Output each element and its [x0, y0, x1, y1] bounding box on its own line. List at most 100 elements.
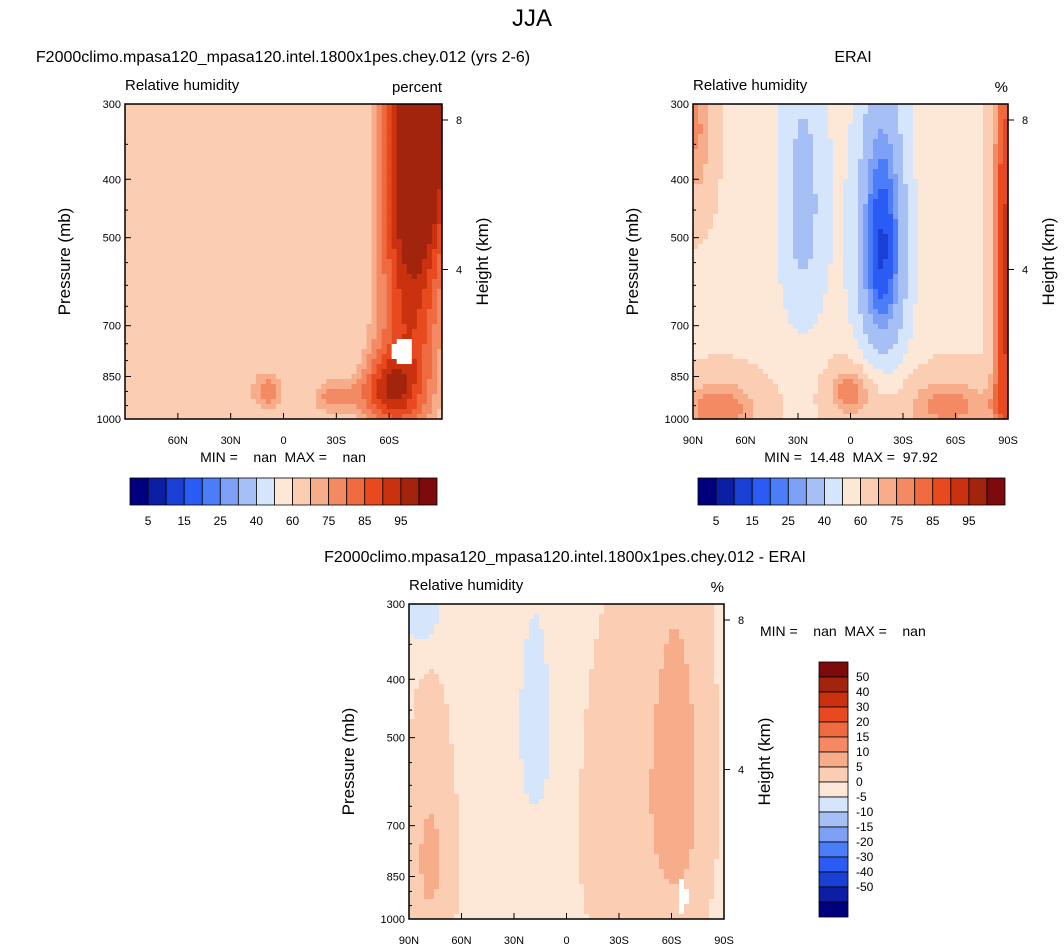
field-cell — [250, 264, 257, 270]
field-cell — [396, 184, 403, 190]
field-cell — [361, 264, 368, 270]
field-cell — [698, 349, 704, 355]
field-cell — [265, 249, 272, 255]
field-cell — [396, 114, 403, 120]
field-cell — [366, 404, 373, 410]
field-cell — [336, 174, 342, 180]
field-cell — [185, 299, 192, 305]
field-cell — [135, 129, 141, 135]
field-cell — [155, 319, 161, 325]
field-cell — [728, 234, 734, 240]
field-cell — [296, 414, 302, 420]
field-cell — [195, 219, 202, 225]
field-cell — [125, 189, 131, 195]
field-cell — [693, 334, 699, 340]
field-cell — [733, 354, 739, 360]
field-cell — [195, 349, 202, 355]
field-cell — [436, 214, 443, 220]
field-cell — [175, 189, 181, 195]
field-cell — [150, 344, 156, 350]
field-cell — [255, 144, 262, 150]
field-cell — [280, 169, 287, 175]
field-cell — [733, 414, 739, 420]
field-cell — [135, 384, 141, 390]
field-cell — [713, 374, 719, 380]
field-cell — [713, 364, 719, 370]
field-cell — [145, 239, 151, 245]
field-cell — [376, 324, 383, 330]
field-cell — [763, 109, 769, 115]
field-cell — [426, 374, 433, 380]
field-cell — [210, 389, 217, 395]
field-cell — [180, 294, 186, 300]
field-cell — [341, 224, 347, 230]
field-cell — [743, 294, 749, 300]
field-cell — [170, 144, 176, 150]
field-cell — [220, 399, 227, 405]
field-cell — [381, 379, 388, 385]
field-cell — [291, 159, 297, 165]
field-cell — [311, 334, 317, 340]
field-cell — [431, 304, 438, 310]
field-cell — [311, 299, 317, 305]
field-cell — [321, 304, 327, 310]
field-cell — [316, 344, 322, 350]
field-cell — [296, 374, 302, 380]
field-cell — [718, 194, 724, 200]
field-cell — [391, 154, 398, 160]
field-cell — [265, 184, 272, 190]
field-cell — [275, 379, 282, 385]
field-cell — [431, 354, 438, 360]
field-cell — [306, 334, 312, 340]
field-cell — [130, 149, 136, 155]
field-cell — [140, 354, 146, 360]
field-cell — [763, 214, 769, 220]
field-cell — [401, 339, 408, 345]
field-cell — [240, 389, 247, 395]
field-cell — [306, 264, 312, 270]
field-cell — [391, 304, 398, 310]
field-cell — [125, 274, 131, 280]
field-cell — [336, 274, 342, 280]
field-cell — [763, 244, 769, 250]
field-cell — [165, 294, 171, 300]
field-cell — [341, 119, 347, 125]
field-cell — [391, 239, 398, 245]
field-cell — [145, 114, 151, 120]
field-cell — [351, 359, 358, 365]
field-cell — [165, 394, 171, 400]
field-cell — [170, 289, 176, 295]
field-cell — [406, 344, 413, 350]
field-cell — [270, 164, 277, 170]
field-cell — [306, 224, 312, 230]
field-cell — [703, 204, 709, 210]
field-cell — [230, 234, 237, 240]
field-cell — [270, 374, 277, 380]
field-cell — [763, 404, 769, 410]
field-cell — [125, 309, 131, 315]
field-cell — [406, 309, 413, 315]
field-cell — [401, 179, 408, 185]
field-cell — [301, 219, 307, 225]
field-cell — [130, 204, 136, 210]
field-cell — [341, 369, 347, 375]
field-cell — [195, 324, 202, 330]
field-cell — [376, 214, 383, 220]
y-tick-label: 850 — [103, 371, 121, 383]
field-cell — [758, 234, 764, 240]
field-cell — [185, 194, 192, 200]
field-cell — [743, 279, 749, 285]
field-cell — [291, 234, 297, 240]
field-cell — [753, 354, 759, 360]
field-cell — [150, 409, 156, 415]
field-cell — [728, 164, 734, 170]
field-cell — [130, 119, 136, 125]
field-cell — [125, 349, 131, 355]
field-cell — [718, 364, 724, 370]
field-cell — [326, 134, 332, 140]
field-cell — [431, 219, 438, 225]
field-cell — [723, 309, 729, 315]
field-cell — [421, 264, 428, 270]
field-cell — [331, 229, 337, 235]
field-cell — [165, 274, 171, 280]
